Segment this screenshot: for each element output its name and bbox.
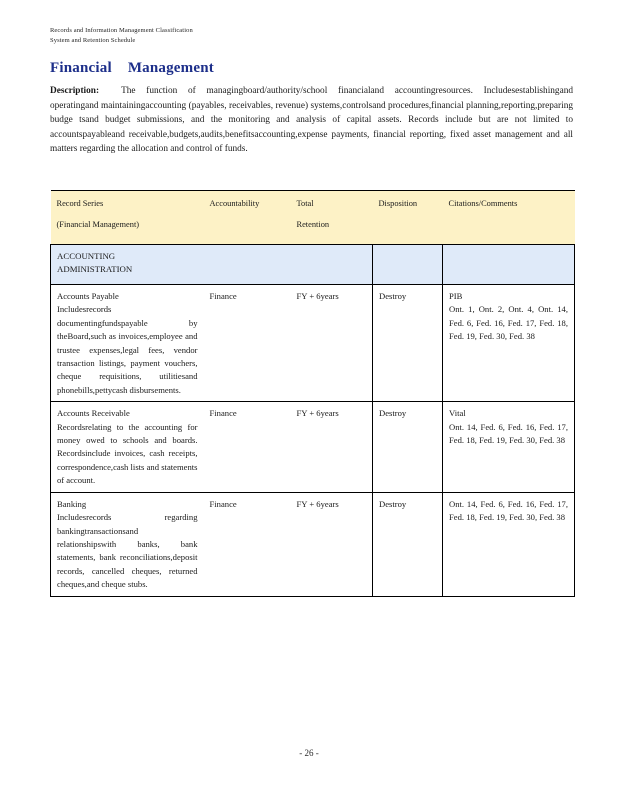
description-text: The function of managingboard/authority/…	[50, 86, 573, 155]
description-paragraph: Description: The function of managingboar…	[50, 84, 573, 157]
category-line-2: ADMINISTRATION	[57, 263, 133, 274]
table-row: Accounts Receivable Recordsrelating to t…	[50, 401, 575, 493]
cell-accountability: Finance	[203, 401, 291, 493]
column-header-accountability: Accountability	[203, 190, 291, 245]
category-row-accountability	[203, 244, 291, 285]
column-header-record-series-sublabel: (Financial Management)	[56, 220, 140, 229]
column-header-disposition: Disposition	[372, 190, 443, 245]
cell-accountability: Finance	[203, 284, 291, 403]
category-row-disposition	[372, 244, 443, 285]
running-header: Records and Information Management Class…	[50, 26, 350, 46]
cell-total-retention: FY + 6years	[290, 401, 373, 493]
column-header-citations-comments: Citations/Comments	[442, 190, 575, 245]
series-description: Includesrecords documentingfundspayable …	[57, 304, 198, 395]
cell-record-series: Accounts Payable Includesrecords documen…	[50, 284, 204, 403]
column-header-record-series-label: Record Series	[56, 199, 104, 208]
cell-record-series: Banking Includesrecords regarding bankin…	[50, 492, 204, 597]
series-title: Banking	[57, 498, 87, 509]
cell-accountability: Finance	[203, 492, 291, 597]
citation-tag: Vital	[449, 408, 466, 419]
column-header-disposition-label: Disposition	[378, 199, 418, 208]
table-header-row: Record Series (Financial Management) Acc…	[50, 190, 575, 245]
cell-citations: PIB Ont. 1, Ont. 2, Ont. 4, Ont. 14, Fed…	[442, 284, 575, 403]
cell-disposition: Destroy	[372, 492, 443, 597]
table-row: Banking Includesrecords regarding bankin…	[50, 492, 575, 597]
cell-disposition: Destroy	[372, 401, 443, 493]
column-header-total-retention-sublabel: Retention	[296, 220, 330, 229]
category-row-total-retention	[290, 244, 373, 285]
table-row: Accounts Payable Includesrecords documen…	[50, 284, 575, 403]
description-label: Description:	[50, 86, 100, 96]
series-description: Includesrecords regarding bankingtransac…	[57, 512, 198, 590]
cell-total-retention: FY + 6years	[290, 492, 373, 597]
series-title: Accounts Receivable	[57, 408, 130, 419]
page-title-part-2: Management	[127, 60, 214, 76]
cell-citations: Vital Ont. 14, Fed. 6, Fed. 16, Fed. 17,…	[442, 401, 575, 493]
column-header-accountability-label: Accountability	[209, 199, 260, 208]
retention-schedule-table: Record Series (Financial Management) Acc…	[50, 190, 575, 597]
column-header-total-retention: Total Retention	[290, 190, 373, 245]
cell-record-series: Accounts Receivable Recordsrelating to t…	[50, 401, 204, 493]
table-body: ACCOUNTING ADMINISTRATION Accounts Payab…	[50, 244, 575, 597]
page-number: - 26 -	[299, 748, 319, 758]
page-title-part-1: Financial	[50, 60, 112, 76]
category-row: ACCOUNTING ADMINISTRATION	[50, 244, 575, 285]
running-header-line-1: Records and Information Management Class…	[50, 27, 193, 34]
citation-list: Ont. 14, Fed. 6, Fed. 16, Fed. 17, Fed. …	[449, 498, 568, 523]
column-header-citations-comments-label: Citations/Comments	[448, 199, 518, 208]
citation-list: Ont. 1, Ont. 2, Ont. 4, Ont. 14, Fed. 6,…	[449, 304, 568, 342]
category-row-citations	[442, 244, 575, 285]
column-header-record-series: Record Series (Financial Management)	[50, 190, 204, 245]
series-title: Accounts Payable	[57, 291, 119, 301]
citation-list: Ont. 14, Fed. 6, Fed. 16, Fed. 17, Fed. …	[449, 421, 568, 446]
citation-tag: PIB	[449, 291, 463, 301]
category-row-title: ACCOUNTING ADMINISTRATION	[50, 244, 204, 285]
column-header-total-retention-label: Total	[296, 199, 314, 208]
table-header: Record Series (Financial Management) Acc…	[50, 190, 575, 245]
cell-citations: Ont. 14, Fed. 6, Fed. 16, Fed. 17, Fed. …	[442, 492, 575, 597]
cell-total-retention: FY + 6years	[290, 284, 373, 403]
running-header-line-2: System and Retention Schedule	[50, 37, 136, 44]
cell-disposition: Destroy	[372, 284, 443, 403]
page-title: Financial Management	[50, 60, 214, 77]
category-line-1: ACCOUNTING	[57, 251, 116, 261]
series-description: Recordsrelating to the accounting for mo…	[57, 421, 198, 486]
